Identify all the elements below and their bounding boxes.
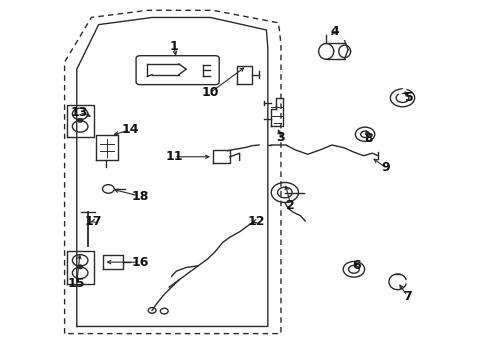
Text: 4: 4: [329, 25, 338, 38]
Text: 13: 13: [70, 105, 88, 119]
Text: 8: 8: [364, 132, 372, 145]
Text: 5: 5: [405, 91, 413, 104]
Text: 11: 11: [165, 150, 183, 163]
Text: 1: 1: [169, 40, 178, 53]
Text: 18: 18: [131, 190, 148, 203]
Text: 12: 12: [247, 215, 265, 228]
Text: 3: 3: [276, 131, 285, 144]
Text: 17: 17: [85, 215, 102, 228]
Text: 10: 10: [202, 86, 219, 99]
Text: 2: 2: [286, 198, 294, 212]
Circle shape: [78, 118, 82, 122]
Text: 9: 9: [381, 161, 389, 174]
Text: 6: 6: [351, 259, 360, 272]
Text: 15: 15: [68, 277, 85, 290]
Text: 7: 7: [402, 289, 411, 303]
Text: 16: 16: [131, 256, 148, 269]
Circle shape: [78, 265, 82, 269]
Text: 14: 14: [121, 123, 139, 136]
